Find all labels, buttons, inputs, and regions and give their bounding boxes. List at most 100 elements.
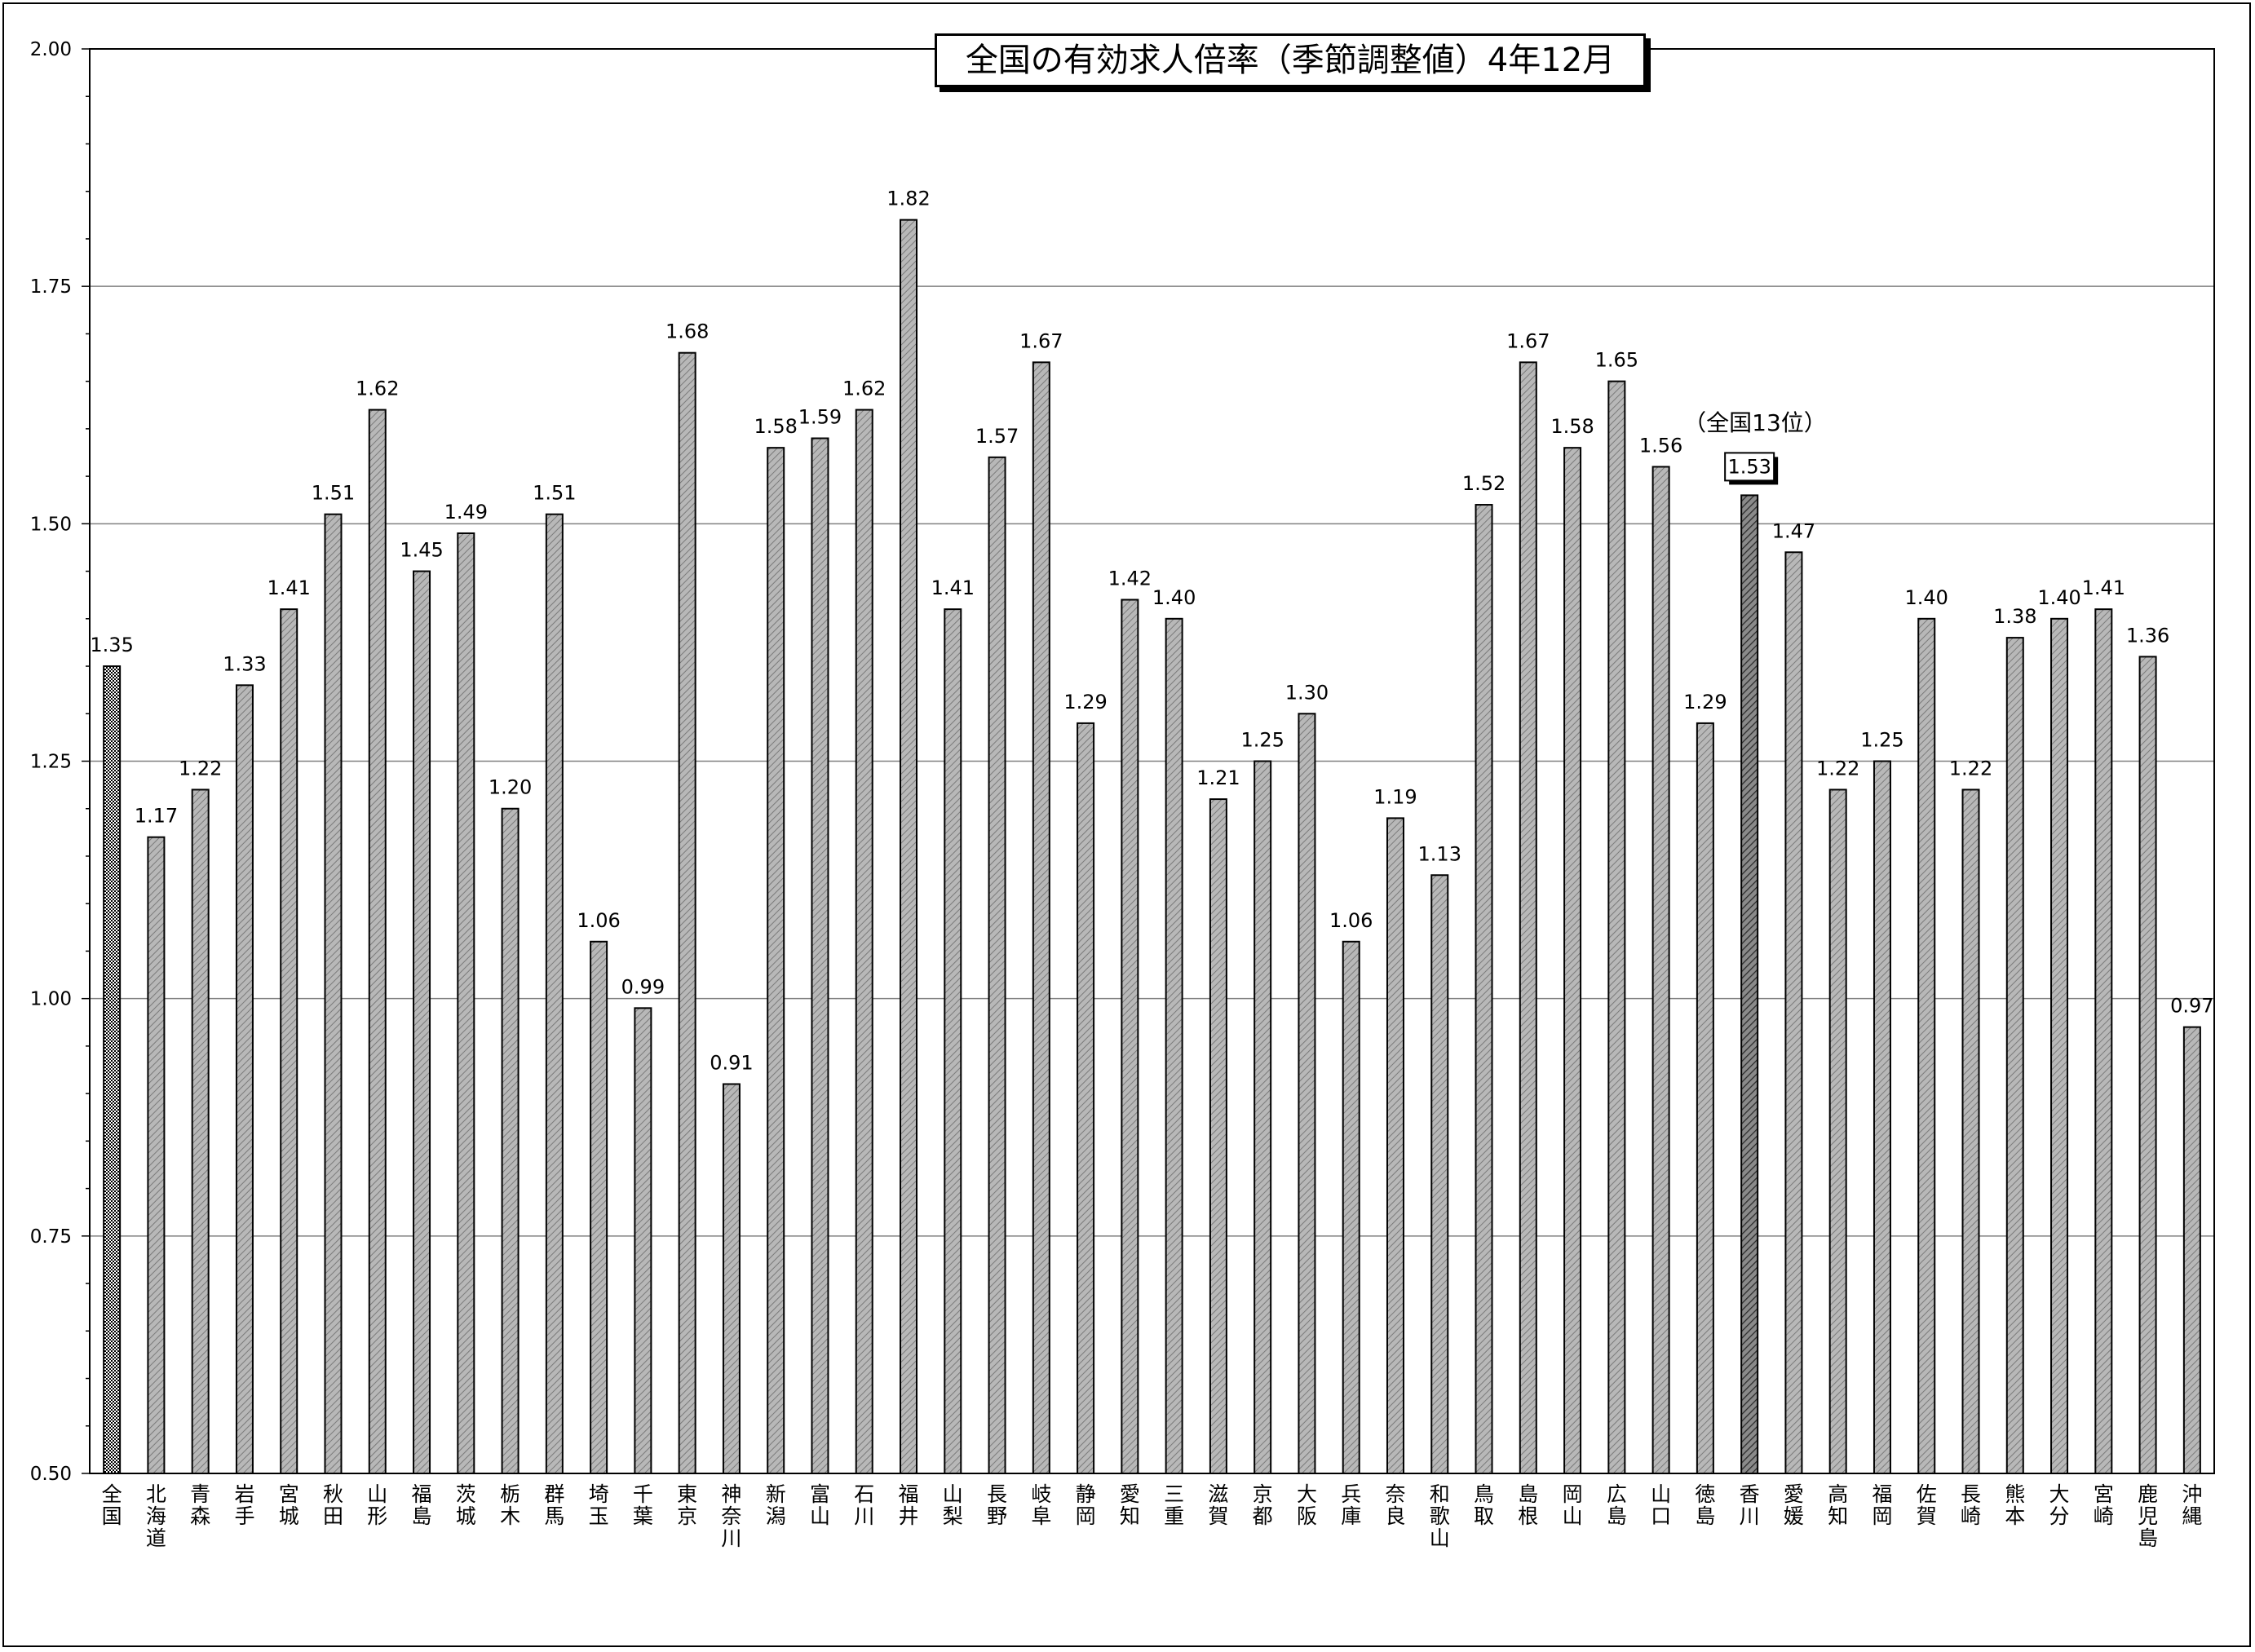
category-label: 宮崎	[2094, 1482, 2114, 1528]
value-label: 1.51	[312, 482, 355, 505]
value-label: 0.99	[621, 975, 665, 998]
category-label: 岩手	[234, 1482, 254, 1528]
value-label: 1.57	[975, 425, 1019, 448]
bar-39	[1784, 551, 1803, 1474]
bar-37	[1696, 722, 1714, 1474]
bar-46	[2094, 608, 2113, 1474]
value-label: 1.65	[1595, 349, 1638, 372]
bar-19	[900, 219, 918, 1474]
bar-41	[1873, 760, 1891, 1474]
bar-31	[1430, 874, 1449, 1474]
category-label: 広島	[1607, 1482, 1627, 1528]
value-label: 1.42	[1108, 568, 1152, 590]
category-label: 和歌山	[1430, 1482, 1450, 1550]
grid-lines	[90, 285, 2214, 1237]
bar-17	[811, 437, 829, 1474]
category-label: 佐賀	[1917, 1482, 1937, 1528]
bar-48	[2182, 1026, 2201, 1474]
y-tick-label: 1.25	[30, 752, 72, 773]
value-label: 1.30	[1285, 681, 1329, 704]
bar-4	[235, 684, 254, 1474]
value-label: 1.19	[1373, 785, 1417, 808]
rank-annotation: （全国13位）	[1683, 409, 1827, 436]
value-label: 1.62	[356, 378, 399, 400]
category-label: 香川	[1740, 1482, 1760, 1528]
value-label: 1.41	[931, 576, 975, 599]
bar-10	[501, 807, 520, 1474]
value-label: 1.49	[444, 501, 488, 523]
bar-13	[634, 1007, 652, 1474]
value-label: 1.53	[1727, 455, 1771, 478]
bar-20	[944, 608, 962, 1474]
bar-23	[1077, 722, 1095, 1474]
category-label: 大阪	[1297, 1482, 1317, 1528]
category-label: 鳥取	[1474, 1482, 1494, 1528]
bar-42	[1917, 617, 1936, 1474]
category-label: 静岡	[1076, 1482, 1096, 1528]
category-label: 山形	[367, 1482, 387, 1528]
category-label: 熊本	[2005, 1482, 2025, 1528]
value-label: 1.22	[179, 757, 222, 780]
bar-24	[1121, 599, 1139, 1474]
bar-26	[1209, 798, 1227, 1474]
bar-15	[722, 1083, 741, 1475]
value-label: 1.29	[1683, 691, 1727, 713]
bar-1	[103, 665, 122, 1474]
bar-25	[1165, 617, 1183, 1474]
bar-3	[191, 788, 210, 1474]
bar-44	[2005, 637, 2024, 1474]
category-label: 愛知	[1120, 1482, 1140, 1528]
category-label: 東京	[677, 1482, 697, 1528]
category-label: 茨城	[456, 1482, 476, 1528]
bar-5	[280, 608, 298, 1474]
category-label: 新潟	[766, 1482, 786, 1528]
category-label: 福井	[899, 1482, 919, 1528]
category-label: 全国	[102, 1482, 122, 1528]
category-label: 大分	[2049, 1482, 2070, 1528]
bar-8	[413, 570, 431, 1474]
category-label: 三重	[1164, 1482, 1184, 1528]
value-label: 0.97	[2170, 995, 2213, 1018]
value-label: 1.06	[1329, 909, 1373, 932]
value-label: 1.58	[1550, 415, 1594, 438]
bar-2	[147, 836, 166, 1474]
category-label: 群馬	[544, 1482, 564, 1528]
bar-28	[1298, 713, 1316, 1474]
bar-43	[1961, 788, 1980, 1474]
category-label: 島根	[1518, 1482, 1538, 1528]
category-label: 福岡	[1872, 1482, 1892, 1528]
axes: 2.00 1.75 1.50 1.25 1.00 0.75 0.50 全国 北海道 青森岩手宮城秋…	[30, 39, 2215, 1550]
value-label: 1.22	[1816, 757, 1859, 780]
bar-34	[1563, 447, 1582, 1474]
category-label: 青森	[190, 1482, 210, 1528]
bar-38	[1740, 494, 1759, 1474]
chart-title: 全国の有効求人倍率（季節調整値）4年12月	[935, 33, 1646, 87]
value-label: 1.56	[1639, 434, 1682, 457]
category-label: 埼玉	[589, 1482, 609, 1528]
value-label: 1.17	[135, 805, 178, 828]
category-label: 京都	[1253, 1482, 1273, 1528]
bar-35	[1607, 380, 1626, 1475]
bar-45	[2050, 617, 2069, 1474]
bar-16	[767, 447, 785, 1474]
value-label: 1.36	[2126, 624, 2169, 647]
category-label: 沖縄	[2182, 1482, 2202, 1528]
value-label: 1.59	[798, 406, 842, 429]
y-tick-label: 0.75	[30, 1226, 72, 1248]
category-label: 岐阜	[1031, 1482, 1051, 1528]
data-labels: 1.35 1.17 1.22 1.33 1.41 1.51 1.62 1.451.49 1.20…	[90, 188, 2213, 1075]
category-label: 高知	[1828, 1482, 1848, 1528]
value-label: 1.40	[2037, 586, 2080, 609]
value-label: 1.40	[1905, 586, 1948, 609]
category-label: 長野	[987, 1482, 1007, 1528]
value-label: 1.21	[1196, 766, 1240, 789]
category-label: 神奈川	[721, 1482, 741, 1550]
bar-36	[1651, 466, 1670, 1474]
value-label: 1.45	[400, 539, 443, 562]
bar-40	[1828, 788, 1847, 1474]
category-label: 長崎	[1961, 1482, 1981, 1528]
value-label: 1.40	[1152, 586, 1196, 609]
value-label: 1.41	[2082, 576, 2125, 599]
category-label: 福島	[412, 1482, 432, 1528]
